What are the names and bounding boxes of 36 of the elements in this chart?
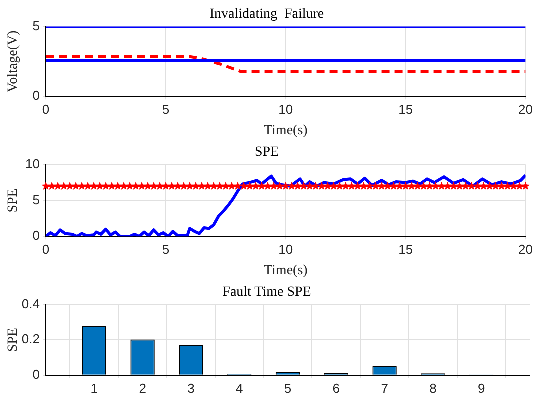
x-tick-label: 4 — [236, 380, 244, 396]
y-tick-label: 0 — [32, 366, 40, 382]
x-tick-label: 0 — [42, 102, 50, 117]
chart-title: Fault Time SPE — [222, 285, 312, 300]
x-tick-label: 20 — [518, 102, 534, 117]
x-axis-title: Time(s) — [264, 123, 308, 138]
x-tick-label: 10 — [278, 102, 294, 117]
x-axis-title: Time(s) — [264, 263, 308, 278]
x-tick-label: 2 — [139, 380, 146, 396]
x-tick-label: 15 — [398, 102, 414, 117]
x-tick-label: 8 — [430, 380, 437, 396]
chart-title: Invalidating Failure — [210, 7, 324, 22]
y-axis-title: Voltage(V) — [6, 30, 22, 93]
x-tick-label: 5 — [284, 380, 292, 396]
x-tick-label: 20 — [518, 242, 534, 257]
y-tick-label: 5 — [32, 18, 40, 34]
y-tick-label: 0.2 — [22, 332, 40, 347]
y-tick-label: 0.4 — [22, 296, 40, 312]
y-axis-title: SPE — [6, 328, 22, 352]
y-tick-label: 0 — [32, 88, 40, 104]
x-tick-label: 10 — [278, 242, 294, 257]
x-tick-label: 0 — [42, 242, 50, 257]
x-tick-label: 9 — [478, 380, 486, 396]
y-axis-title: SPE — [6, 188, 22, 213]
line-series — [46, 55, 526, 73]
x-tick-label: 5 — [162, 242, 170, 257]
x-tick-label: 5 — [162, 102, 170, 117]
x-tick-label: 6 — [332, 380, 340, 396]
x-tick-label: 7 — [381, 380, 388, 396]
y-tick-label: 5 — [32, 192, 40, 208]
x-tick-label: 3 — [188, 380, 195, 396]
y-tick-label: 10 — [26, 156, 40, 172]
chart-title: SPE — [254, 145, 280, 160]
x-tick-label: 1 — [90, 380, 98, 396]
x-tick-label: 15 — [398, 242, 414, 257]
y-tick-label: 0 — [32, 228, 40, 244]
